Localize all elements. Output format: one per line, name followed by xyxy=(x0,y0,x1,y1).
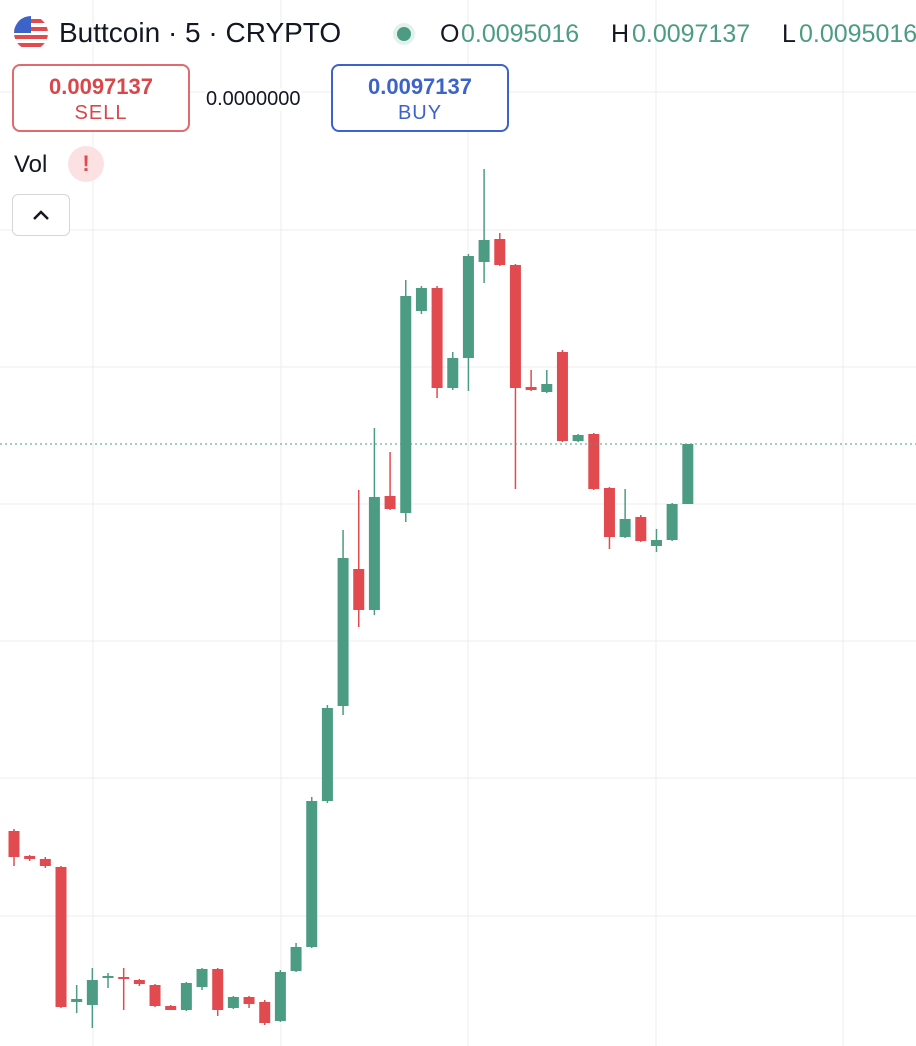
candle-body xyxy=(227,997,239,1008)
candle-body xyxy=(259,1001,271,1023)
candle-body xyxy=(494,238,506,265)
candle-body xyxy=(133,980,145,984)
candle-body xyxy=(353,569,365,610)
candle-body xyxy=(24,855,36,859)
l-value: 0.0095016 xyxy=(799,20,916,48)
candle-body xyxy=(149,984,161,1006)
candle-body xyxy=(415,287,427,311)
candle-body xyxy=(306,800,318,947)
candle-body xyxy=(384,495,396,510)
candle-body xyxy=(525,386,537,390)
candle-body xyxy=(650,540,662,547)
flag-icon xyxy=(14,16,48,50)
candle-body xyxy=(509,264,521,388)
candle-body xyxy=(572,435,584,441)
candle-body xyxy=(588,433,600,490)
h-label: H xyxy=(611,20,630,48)
candle-body xyxy=(541,383,553,393)
sell-label: SELL xyxy=(74,102,128,124)
indicator-name: Vol xyxy=(14,151,48,178)
candle-body xyxy=(8,830,20,858)
o-label: O xyxy=(440,20,460,48)
candle-body xyxy=(603,487,615,538)
collapse-button[interactable] xyxy=(12,194,70,236)
symbol[interactable]: Buttcoin · 5 · CRYPTO xyxy=(59,17,342,48)
candle-body xyxy=(243,997,255,1004)
candle-body xyxy=(478,240,490,262)
candle-body xyxy=(556,352,568,441)
chevron-icon xyxy=(33,210,49,220)
candle-body xyxy=(447,358,459,388)
candle-body xyxy=(180,982,192,1010)
candle-body xyxy=(55,866,67,1007)
o-value: 0.0095016 xyxy=(461,20,580,48)
candle-body xyxy=(635,517,647,541)
l-label: L xyxy=(782,20,796,48)
candle-body xyxy=(165,1005,177,1010)
candle-body xyxy=(337,557,349,707)
sell-price: 0.0097137 xyxy=(49,74,153,99)
candle-body xyxy=(71,998,83,1002)
buy-label: BUY xyxy=(397,102,443,124)
candle-body xyxy=(290,946,302,971)
candle-body xyxy=(619,518,631,538)
sell-button[interactable]: 0.0097137 SELL xyxy=(12,64,190,132)
header: Buttcoin · 5 · CRYPTO O 0.0095016 H 0.00… xyxy=(0,14,916,54)
candle-body xyxy=(682,443,694,504)
candle-body xyxy=(118,977,130,979)
status-dot xyxy=(393,23,415,45)
candle-body xyxy=(400,295,412,513)
warning-icon[interactable]: ! xyxy=(68,146,104,182)
candle-body xyxy=(431,287,443,388)
candle-body xyxy=(368,497,380,610)
candle-body xyxy=(274,971,286,1021)
candle-body xyxy=(102,975,114,978)
candle-body xyxy=(212,968,224,1010)
h-value: 0.0097137 xyxy=(632,20,751,48)
spread: 0.0000000 xyxy=(206,88,301,111)
candle-body xyxy=(196,968,208,987)
buy-button[interactable]: 0.0097137 BUY xyxy=(331,64,509,132)
candle-body xyxy=(462,255,474,359)
candle-body xyxy=(86,980,98,1005)
candle-body xyxy=(666,503,678,541)
candle-body xyxy=(321,707,333,801)
buy-price: 0.0097137 xyxy=(368,74,472,99)
candle-body xyxy=(39,858,51,866)
